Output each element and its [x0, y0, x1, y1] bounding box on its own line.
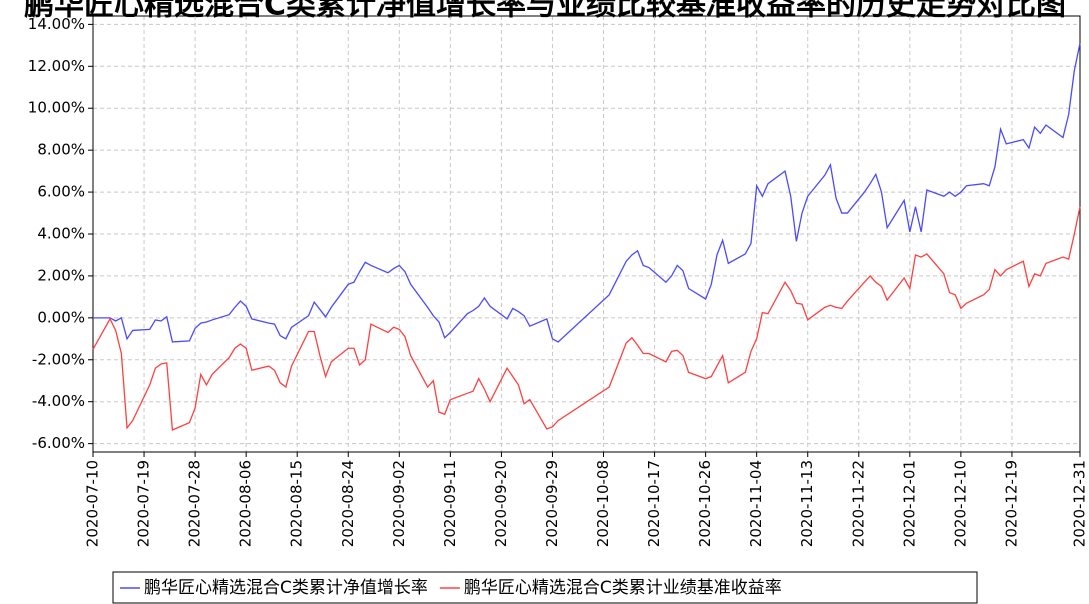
legend-label: 鹏华匠心精选混合C类累计净值增长率	[144, 578, 428, 598]
x-tick-label: 2020-12-19	[1002, 460, 1020, 547]
y-tick-label: 10.00%	[28, 99, 85, 117]
series-line	[93, 43, 1081, 343]
x-tick-label: 2020-11-22	[849, 460, 867, 547]
y-tick-label: 0.00%	[37, 308, 85, 326]
y-tick-label: 4.00%	[37, 225, 85, 243]
x-tick-label: 2020-10-17	[645, 460, 663, 547]
x-tick-label: 2020-07-28	[186, 460, 204, 547]
y-tick-label: 8.00%	[37, 141, 85, 159]
legend-box	[112, 571, 978, 604]
y-tick-label: 12.00%	[28, 57, 85, 75]
plot-frame	[92, 15, 1081, 453]
x-tick-label: 2020-07-19	[135, 460, 153, 547]
x-tick-label: 2020-09-20	[492, 460, 510, 547]
x-tick-label: 2020-08-15	[288, 460, 306, 547]
y-tick-label: 6.00%	[37, 183, 85, 201]
y-tick-label: 2.00%	[37, 266, 85, 284]
x-tick-label: 2020-12-31	[1071, 460, 1089, 547]
legend-label: 鹏华匠心精选混合C类累计业绩基准收益率	[464, 578, 782, 598]
series-line	[92, 206, 1081, 431]
x-tick-label: 2020-09-29	[543, 460, 561, 547]
y-tick-label: 14.00%	[28, 15, 85, 33]
x-tick-label: 2020-09-11	[441, 460, 459, 547]
x-tick-label: 2020-08-24	[339, 460, 357, 547]
chart-title: 鹏华匠心精选混合C类累计净值增长率与业绩比较基准收益率的历史走势对比图	[24, 0, 1066, 23]
x-tick-label: 2020-11-13	[798, 460, 816, 547]
x-tick-label: 2020-12-01	[900, 460, 918, 547]
x-tick-label: 2020-12-10	[951, 460, 969, 547]
x-tick-label: 2020-11-04	[747, 460, 765, 547]
y-tick-label: -4.00%	[32, 392, 85, 410]
x-tick-label: 2020-10-08	[594, 460, 612, 547]
y-tick-label: -6.00%	[32, 434, 85, 452]
y-tick-label: -2.00%	[32, 350, 85, 368]
x-tick-label: 2020-08-06	[237, 460, 255, 547]
x-tick-label: 2020-10-26	[696, 460, 714, 547]
x-tick-label: 2020-09-02	[390, 460, 408, 547]
x-tick-label: 2020-07-10	[84, 460, 102, 547]
